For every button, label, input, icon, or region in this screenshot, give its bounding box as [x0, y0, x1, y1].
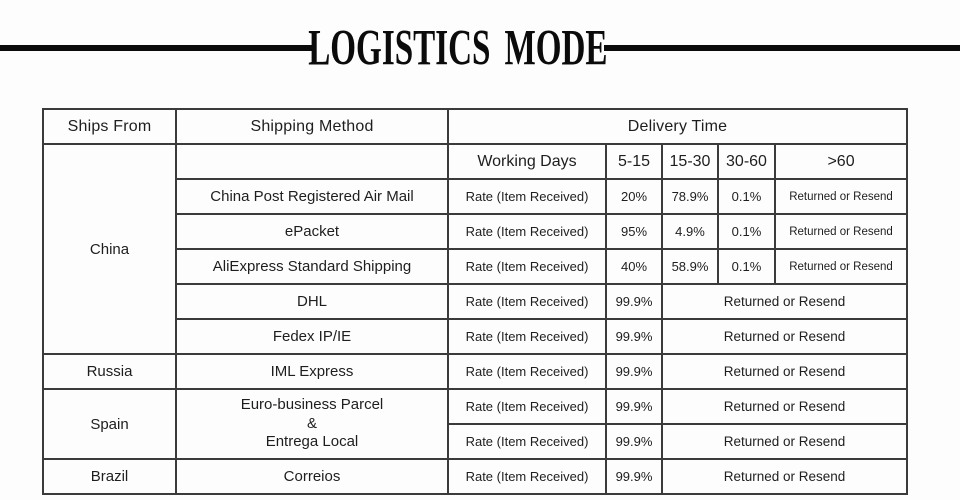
- rate-label-cell: Rate (Item Received): [447, 353, 607, 390]
- method-cell: Correios: [175, 458, 449, 495]
- returned-merged-cell: Returned or Resend: [660, 283, 909, 320]
- title-banner: LOGISTICS MODE: [0, 22, 960, 74]
- subheader-range-15-30: 15-30: [661, 143, 719, 180]
- rate-value-5-15: 99.9%: [605, 458, 663, 495]
- title-wrap: LOGISTICS MODE: [308, 22, 607, 73]
- table-header-row: Ships From Shipping Method Delivery Time: [42, 108, 909, 145]
- returned-merged-cell: Returned or Resend: [660, 458, 909, 495]
- rate-label-cell: Rate (Item Received): [447, 458, 607, 495]
- rate-value-15-30: 78.9%: [661, 178, 719, 215]
- empty-cell: [175, 143, 449, 180]
- rate-value-over-60: Returned or Resend: [773, 178, 909, 215]
- rate-value-5-15: 99.9%: [605, 318, 663, 355]
- rate-value-30-60: 0.1%: [717, 213, 776, 250]
- country-cell-russia: Russia: [42, 353, 177, 390]
- rate-value-5-15: 99.9%: [605, 283, 663, 320]
- rate-value-5-15: 99.9%: [605, 388, 663, 425]
- col-header-shipping-method: Shipping Method: [175, 108, 449, 145]
- method-cell: IML Express: [175, 353, 449, 390]
- rate-value-5-15: 40%: [605, 248, 663, 285]
- page-title: LOGISTICS MODE: [308, 19, 608, 76]
- returned-merged-cell: Returned or Resend: [660, 353, 909, 390]
- rate-value-5-15: 99.9%: [605, 353, 663, 390]
- rate-value-30-60: 0.1%: [717, 248, 776, 285]
- rate-label-cell: Rate (Item Received): [447, 178, 607, 215]
- subheader-range-5-15: 5-15: [605, 143, 663, 180]
- returned-merged-cell: Returned or Resend: [660, 388, 909, 425]
- rate-label-cell: Rate (Item Received): [447, 213, 607, 250]
- logistics-table: Ships From Shipping Method Delivery Time…: [42, 108, 909, 495]
- table-row: AliExpress Standard Shipping Rate (Item …: [43, 248, 909, 285]
- rate-label-cell: Rate (Item Received): [447, 248, 607, 285]
- subheader-working-days: Working Days: [447, 143, 607, 180]
- rate-label-cell: Rate (Item Received): [447, 388, 607, 425]
- rate-label-cell: Rate (Item Received): [447, 283, 607, 320]
- returned-merged-cell: Returned or Resend: [660, 423, 909, 460]
- rate-value-over-60: Returned or Resend: [773, 213, 909, 250]
- rate-value-30-60: 0.1%: [717, 178, 776, 215]
- method-cell: AliExpress Standard Shipping: [175, 248, 449, 285]
- method-cell: China Post Registered Air Mail: [175, 178, 449, 215]
- rate-value-5-15: 20%: [605, 178, 663, 215]
- table-row: Russia IML Express Rate (Item Received) …: [42, 353, 909, 390]
- table-row: Spain Euro-business Parcel & Entrega Loc…: [42, 388, 909, 460]
- rate-label-cell: Rate (Item Received): [447, 318, 607, 355]
- title-rule-right: [604, 45, 960, 51]
- returned-merged-cell: Returned or Resend: [660, 318, 909, 355]
- rate-value-15-30: 58.9%: [661, 248, 719, 285]
- subheader-range-30-60: 30-60: [717, 143, 776, 180]
- country-cell-china: China: [42, 143, 177, 355]
- rate-label-cell: Rate (Item Received): [447, 423, 607, 460]
- col-header-ships-from: Ships From: [42, 108, 177, 145]
- rate-value-over-60: Returned or Resend: [773, 248, 909, 285]
- rate-value-15-30: 4.9%: [661, 213, 719, 250]
- country-cell-spain: Spain: [42, 388, 177, 460]
- table-row: ePacket Rate (Item Received) 95% 4.9% 0.…: [43, 213, 909, 250]
- table-subheader-row: China Working Days 5-15 15-30 30-60 >60: [42, 143, 909, 355]
- table-row: Rate (Item Received) 99.9% Returned or R…: [43, 423, 909, 460]
- col-header-delivery-time: Delivery Time: [446, 108, 909, 145]
- table-row: China Post Registered Air Mail Rate (Ite…: [43, 178, 909, 215]
- rate-value-5-15: 95%: [605, 213, 663, 250]
- method-cell: Euro-business Parcel & Entrega Local: [175, 388, 449, 460]
- method-cell: ePacket: [175, 213, 449, 250]
- title-rule-left: [0, 45, 312, 51]
- subheader-range-over-60: >60: [773, 143, 909, 180]
- rate-value-5-15: 99.9%: [605, 423, 663, 460]
- country-cell-brazil: Brazil: [42, 458, 177, 495]
- method-cell: Fedex IP/IE: [175, 318, 449, 355]
- table-row: Brazil Correios Rate (Item Received) 99.…: [42, 458, 909, 495]
- table-row: DHL Rate (Item Received) 99.9% Returned …: [43, 283, 909, 320]
- method-cell: DHL: [175, 283, 449, 320]
- table-row: Fedex IP/IE Rate (Item Received) 99.9% R…: [43, 318, 909, 355]
